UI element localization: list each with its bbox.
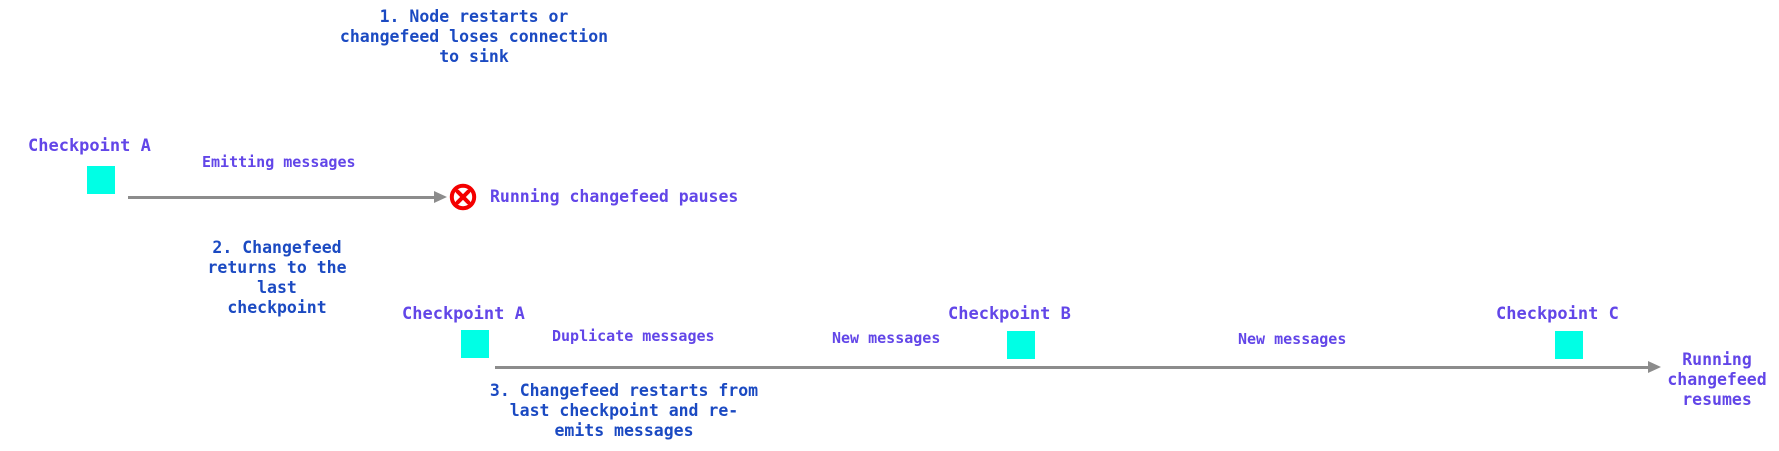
- timeline2-checkpoint-c-marker: [1555, 331, 1583, 359]
- running-changefeed-pauses-label: Running changefeed pauses: [490, 187, 739, 206]
- timeline2-arrowhead: [1648, 361, 1661, 373]
- note-step-3: 3. Changefeed restarts from last checkpo…: [489, 381, 759, 440]
- timeline2-checkpoint-a-marker: [461, 330, 489, 358]
- timeline2-checkpoint-a-label: Checkpoint A: [402, 304, 525, 324]
- timeline2-arrow-line: [495, 366, 1650, 369]
- new-messages-2-label: New messages: [1238, 330, 1347, 348]
- note-step-1: 1. Node restarts or changefeed loses con…: [339, 7, 609, 66]
- duplicate-messages-label: Duplicate messages: [552, 327, 715, 345]
- note-step-2: 2. Changefeed returns to the last checkp…: [207, 238, 347, 317]
- timeline1-checkpoint-a-label: Checkpoint A: [28, 136, 151, 156]
- emitting-messages-label: Emitting messages: [202, 153, 356, 171]
- running-changefeed-resumes-label: Running changefeed resumes: [1667, 350, 1767, 409]
- timeline1-checkpoint-a-marker: [87, 166, 115, 194]
- timeline1-arrowhead: [434, 191, 447, 203]
- timeline1-arrow-line: [128, 196, 436, 199]
- new-messages-1-label: New messages: [832, 329, 941, 347]
- timeline2-checkpoint-c-label: Checkpoint C: [1496, 304, 1619, 324]
- timeline2-checkpoint-b-marker: [1007, 331, 1035, 359]
- x-circle-error-icon: [449, 183, 477, 211]
- timeline2-checkpoint-b-label: Checkpoint B: [948, 304, 1071, 324]
